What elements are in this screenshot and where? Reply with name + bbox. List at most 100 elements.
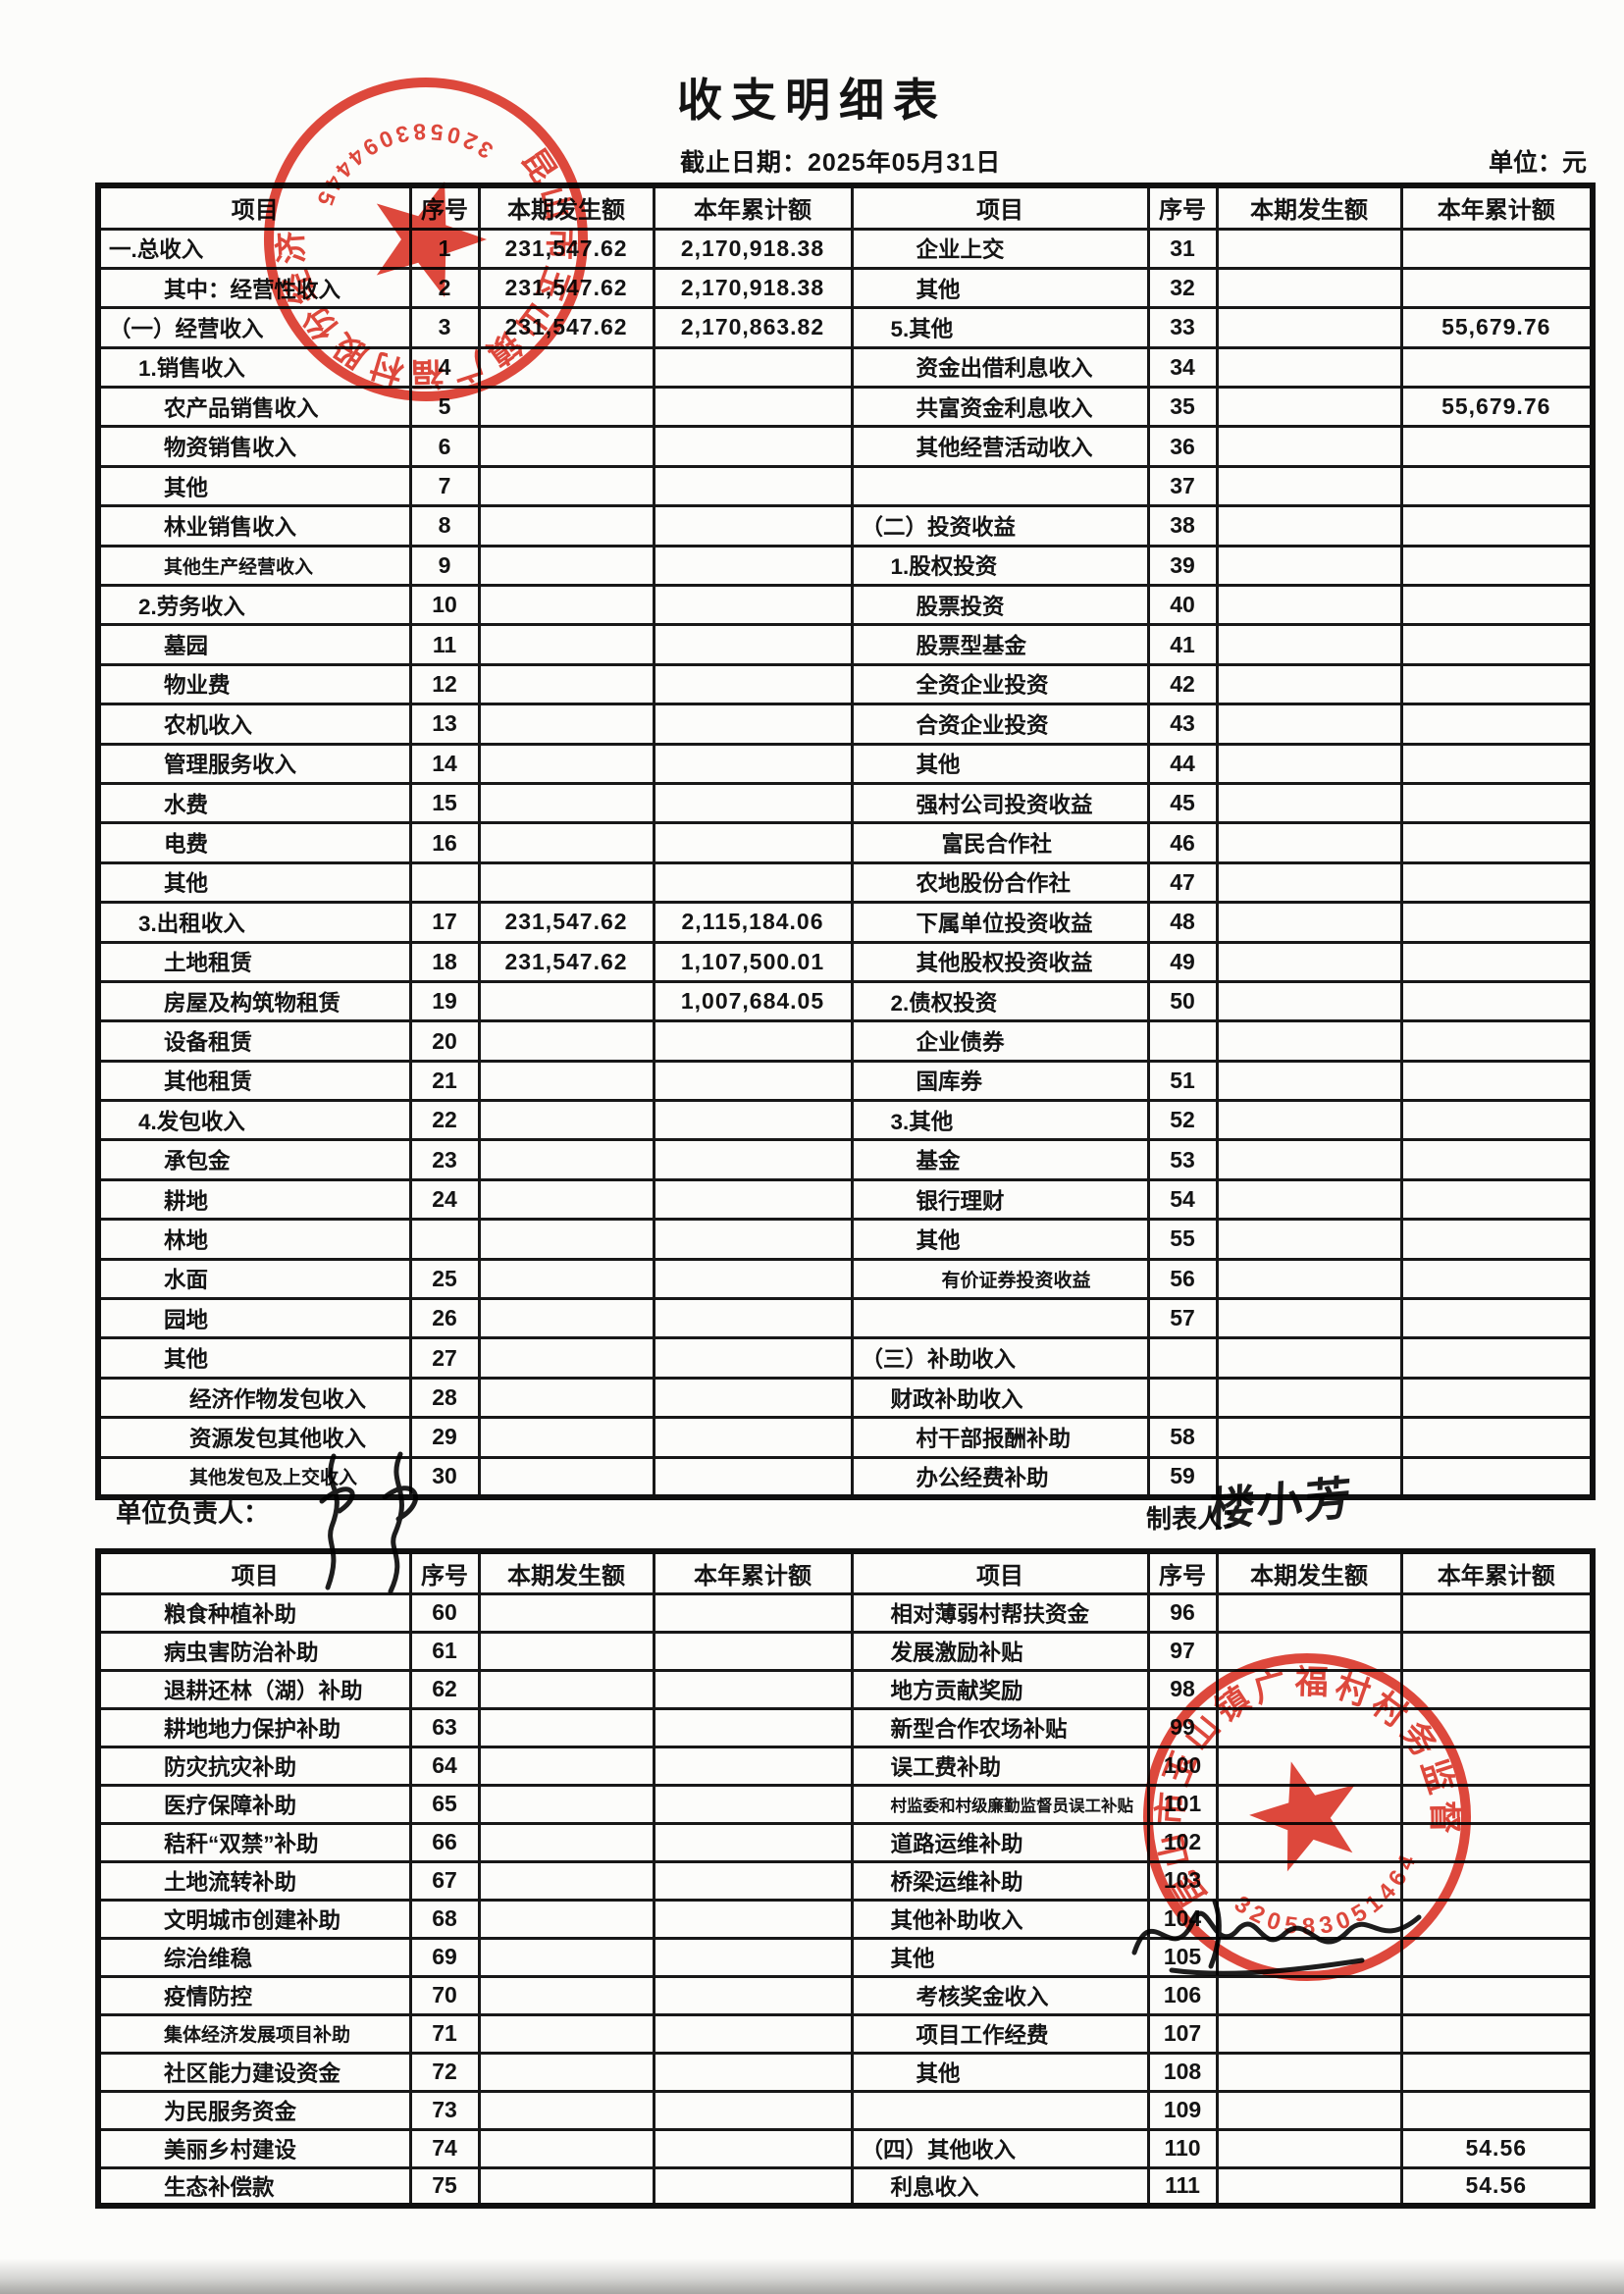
amount-ytd-cell [1399, 1745, 1595, 1787]
column-header: 序号 [1146, 1549, 1219, 1595]
amount-current-cell [1215, 742, 1403, 785]
amount-current-cell [477, 1936, 655, 1978]
item-label-cell [850, 2089, 1150, 2131]
amount-current-cell [477, 2012, 655, 2055]
seq-cell: 67 [408, 1859, 481, 1902]
amount-current-cell [1215, 425, 1403, 468]
amount-current-cell [477, 1099, 655, 1142]
seq-cell: 68 [408, 1898, 481, 1940]
table-row: 为民服务资金 73 109 [96, 2089, 1595, 2131]
item-label-cell: 新型合作农场补贴 [850, 1706, 1150, 1748]
official-seal-supervision-committee: 昆山市玉山镇广福村村务监督委员会 3205830514646 [1115, 1627, 1473, 1981]
item-label-cell: 1.销售收入 [96, 345, 412, 390]
seq-cell: 43 [1146, 703, 1219, 746]
item-label-cell: （三）补助收入 [850, 1336, 1150, 1380]
amount-ytd-cell [652, 1898, 854, 1940]
amount-ytd-cell: 55,679.76 [1399, 386, 1595, 429]
amount-current-cell [1215, 1336, 1403, 1380]
item-label-cell: 设备租赁 [96, 1019, 412, 1063]
amount-current-cell [1215, 1138, 1403, 1181]
amount-current-cell [477, 504, 655, 547]
table-row: 其他发包及上交收入 30 办公经费补助 59 [96, 1455, 1595, 1499]
seq-cell: 12 [408, 662, 481, 706]
seq-cell: 57 [1146, 1297, 1219, 1340]
table-row: 其他租赁 21 国库券 51 [96, 1059, 1595, 1103]
seq-cell: 20 [408, 1019, 481, 1063]
table-row: 其他生产经营收入 9 1.股权投资 39 [96, 544, 1595, 588]
seq-cell: 56 [1146, 1257, 1219, 1301]
amount-current-cell [477, 1591, 655, 1634]
responsible-person-signature [319, 1451, 418, 1594]
seq-cell [1146, 1336, 1219, 1380]
amount-ytd-cell [652, 623, 854, 666]
seq-cell: 25 [408, 1257, 481, 1301]
item-label-cell: 村监委和村级廉勤监督员误工补贴 [850, 1783, 1150, 1825]
item-label-cell: 其他 [850, 1218, 1150, 1261]
item-label-cell: 强村公司投资收益 [850, 781, 1150, 825]
seq-cell: 46 [1146, 821, 1219, 864]
item-label-cell: （一）经营收入 [96, 306, 412, 349]
item-label-cell: 全资企业投资 [850, 662, 1150, 706]
seq-cell [408, 1218, 481, 1261]
amount-current-cell [477, 703, 655, 746]
seq-cell: 27 [408, 1336, 481, 1380]
item-label-cell: 秸秆“双禁”补助 [96, 1821, 412, 1863]
amount-current-cell [477, 584, 655, 627]
item-label-cell: 4.发包收入 [96, 1099, 412, 1142]
amount-current-cell [477, 1177, 655, 1222]
amount-current-cell [477, 1138, 655, 1181]
item-label-cell: 粮食种植补助 [96, 1591, 412, 1634]
amount-ytd-cell [652, 425, 854, 468]
seal-overlay-signature [1131, 1899, 1422, 1976]
item-label-cell: 其他补助收入 [850, 1898, 1150, 1940]
item-label-cell: 生态补偿款 [96, 2165, 412, 2208]
item-label-cell: 误工费补助 [850, 1745, 1150, 1787]
amount-ytd-cell [1399, 979, 1595, 1023]
amount-current-cell [1215, 227, 1403, 270]
table-row: 林业销售收入 8 （二）投资收益 38 [96, 504, 1595, 547]
amount-current-cell [477, 860, 655, 905]
table-row: 耕地 24 银行理财 54 [96, 1177, 1595, 1222]
table-row: 水费 15 强村公司投资收益 45 [96, 781, 1595, 825]
amount-current-cell [1215, 2051, 1403, 2093]
item-label-cell: 病虫害防治补助 [96, 1630, 412, 1672]
amount-current-cell: 231,547.62 [477, 227, 655, 270]
amount-ytd-cell [1399, 2089, 1595, 2131]
seq-cell: 32 [1146, 266, 1219, 310]
seq-cell: 26 [408, 1297, 481, 1340]
amount-ytd-cell [652, 1630, 854, 1672]
amount-ytd-cell: 54.56 [1399, 2165, 1595, 2208]
amount-ytd-cell [652, 2051, 854, 2093]
seq-cell: 10 [408, 584, 481, 627]
amount-current-cell [477, 1019, 655, 1063]
table-row: 房屋及构筑物租赁 19 1,007,684.05 2.债权投资 50 [96, 979, 1595, 1023]
amount-ytd-cell [652, 1859, 854, 1902]
amount-ytd-cell [652, 1257, 854, 1301]
item-label-cell: 股票型基金 [850, 623, 1150, 666]
table-row: 集体经济发展项目补助 71 项目工作经费 107 [96, 2012, 1595, 2055]
amount-current-cell [477, 425, 655, 468]
amount-ytd-cell: 1,007,684.05 [652, 979, 854, 1023]
amount-ytd-cell [652, 1099, 854, 1142]
seq-cell: 7 [408, 464, 481, 508]
amount-current-cell [477, 1257, 655, 1301]
seq-cell: 40 [1146, 584, 1219, 627]
item-label-cell: 集体经济发展项目补助 [96, 2012, 412, 2055]
item-label-cell: 墓园 [96, 623, 412, 666]
amount-ytd-cell [1399, 2051, 1595, 2093]
table-row: 土地流转补助 67 桥梁运维补助 103 [96, 1859, 1595, 1902]
amount-ytd-cell [652, 1138, 854, 1181]
amount-ytd-cell [652, 1177, 854, 1222]
seal-ring [264, 78, 588, 401]
amount-current-cell [1215, 1859, 1403, 1902]
amount-current-cell [1215, 781, 1403, 825]
item-label-cell [850, 1297, 1150, 1340]
item-label-cell: 资金出借利息收入 [850, 345, 1150, 390]
amount-current-cell [1215, 1218, 1403, 1261]
amount-ytd-cell [652, 1745, 854, 1787]
amount-current-cell [477, 1630, 655, 1672]
item-label-cell: 资源发包其他收入 [96, 1416, 412, 1459]
table-row: 1.销售收入 4 资金出借利息收入 34 [96, 345, 1595, 390]
amount-ytd-cell [1399, 662, 1595, 706]
amount-ytd-cell [652, 584, 854, 627]
